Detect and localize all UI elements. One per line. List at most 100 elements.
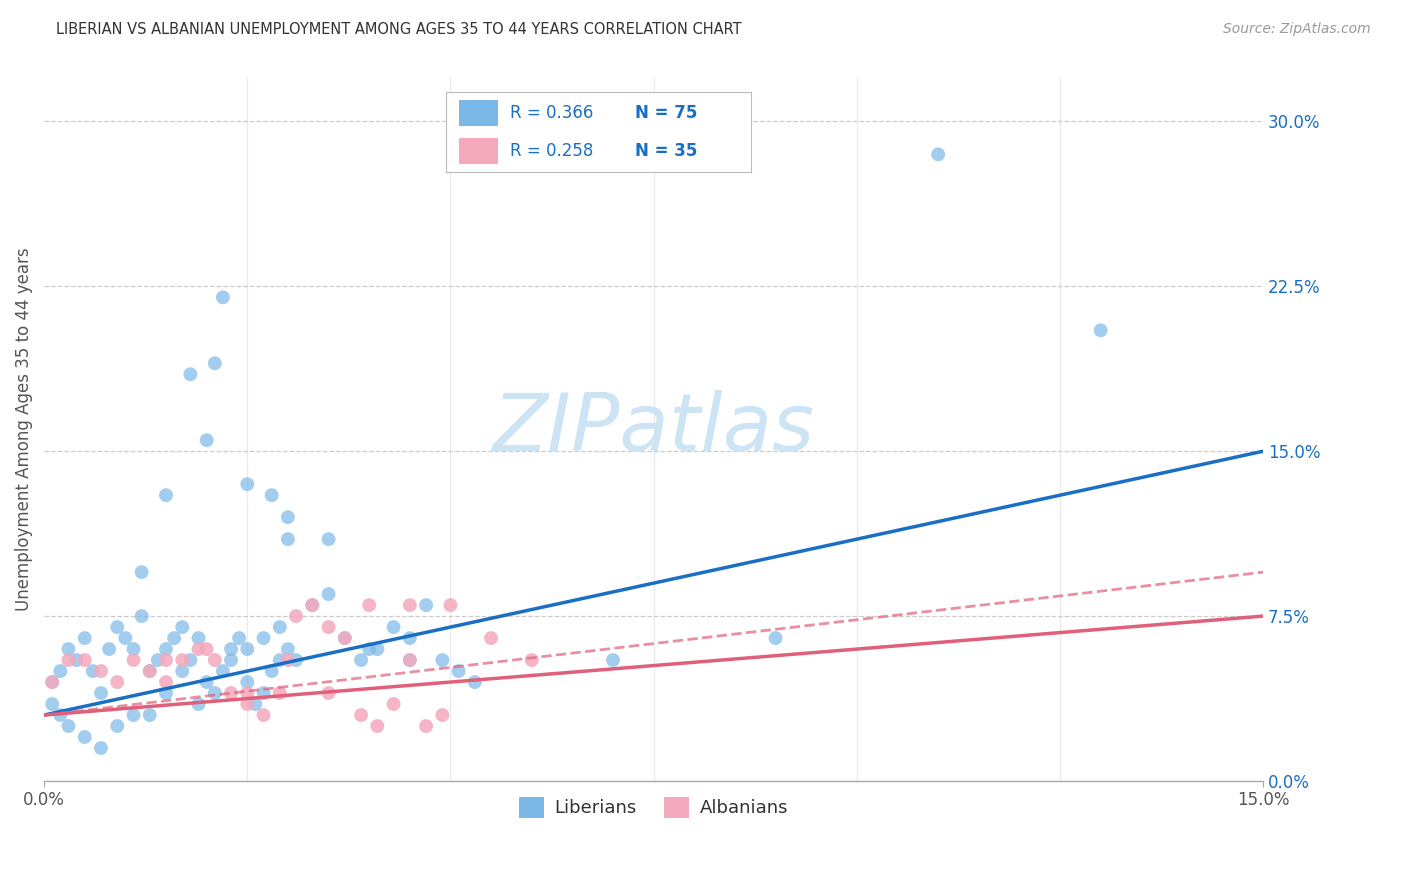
Point — [122, 708, 145, 723]
Point — [398, 653, 420, 667]
Point — [269, 686, 291, 700]
Point — [98, 642, 121, 657]
Point — [187, 631, 209, 645]
Point — [73, 631, 96, 645]
Point — [131, 565, 153, 579]
Point — [415, 598, 437, 612]
Point — [219, 642, 242, 657]
Point — [439, 598, 461, 612]
Point — [415, 719, 437, 733]
Point — [187, 697, 209, 711]
Point — [105, 719, 128, 733]
Point — [179, 653, 201, 667]
Point — [447, 664, 470, 678]
Point — [398, 653, 420, 667]
Point — [236, 686, 259, 700]
Point — [318, 620, 340, 634]
Legend: Liberians, Albanians: Liberians, Albanians — [512, 789, 796, 825]
Point — [139, 664, 162, 678]
Point — [105, 620, 128, 634]
Point — [252, 631, 274, 645]
Point — [350, 708, 373, 723]
Point — [49, 664, 72, 678]
Point — [432, 653, 454, 667]
Y-axis label: Unemployment Among Ages 35 to 44 years: Unemployment Among Ages 35 to 44 years — [15, 247, 32, 611]
Point — [41, 675, 63, 690]
Point — [228, 631, 250, 645]
Point — [260, 664, 283, 678]
Point — [236, 675, 259, 690]
Point — [179, 368, 201, 382]
Point — [398, 598, 420, 612]
Point — [366, 719, 388, 733]
Point — [219, 686, 242, 700]
Point — [301, 598, 323, 612]
Point — [252, 686, 274, 700]
Point — [195, 642, 218, 657]
Point — [41, 697, 63, 711]
Point — [65, 653, 87, 667]
Text: LIBERIAN VS ALBANIAN UNEMPLOYMENT AMONG AGES 35 TO 44 YEARS CORRELATION CHART: LIBERIAN VS ALBANIAN UNEMPLOYMENT AMONG … — [56, 22, 742, 37]
Point — [155, 686, 177, 700]
Point — [58, 642, 80, 657]
Point — [464, 675, 486, 690]
Point — [269, 653, 291, 667]
Point — [382, 697, 405, 711]
Point — [219, 653, 242, 667]
Point — [301, 598, 323, 612]
Point — [58, 719, 80, 733]
Point — [277, 642, 299, 657]
Text: Source: ZipAtlas.com: Source: ZipAtlas.com — [1223, 22, 1371, 37]
Point — [155, 653, 177, 667]
Point — [82, 664, 104, 678]
Point — [131, 609, 153, 624]
Point — [204, 356, 226, 370]
Text: ZIPatlas: ZIPatlas — [492, 390, 814, 468]
Point — [277, 653, 299, 667]
Point — [114, 631, 136, 645]
Point — [172, 653, 194, 667]
Point — [359, 598, 381, 612]
Point — [204, 686, 226, 700]
Point — [366, 642, 388, 657]
Point — [398, 631, 420, 645]
Point — [163, 631, 186, 645]
Point — [236, 477, 259, 491]
Point — [765, 631, 787, 645]
Point — [236, 642, 259, 657]
Point — [90, 686, 112, 700]
Point — [277, 532, 299, 546]
Point — [139, 708, 162, 723]
Point — [602, 653, 624, 667]
Point — [285, 653, 308, 667]
Point — [277, 510, 299, 524]
Point — [318, 532, 340, 546]
Point — [155, 675, 177, 690]
Point — [73, 653, 96, 667]
Point — [58, 653, 80, 667]
Point — [260, 488, 283, 502]
Point — [204, 653, 226, 667]
Point — [73, 730, 96, 744]
Point — [318, 587, 340, 601]
Point — [245, 697, 267, 711]
Point — [1090, 323, 1112, 337]
Point — [122, 653, 145, 667]
Point — [155, 642, 177, 657]
Point — [359, 642, 381, 657]
Point — [382, 620, 405, 634]
Point — [252, 708, 274, 723]
Point — [212, 290, 235, 304]
Point — [333, 631, 356, 645]
Point — [90, 664, 112, 678]
Point — [172, 664, 194, 678]
Point — [350, 653, 373, 667]
Point — [479, 631, 502, 645]
Point — [333, 631, 356, 645]
Point — [927, 147, 949, 161]
Point — [432, 708, 454, 723]
Point — [105, 675, 128, 690]
Point — [49, 708, 72, 723]
Point — [195, 434, 218, 448]
Point — [139, 664, 162, 678]
